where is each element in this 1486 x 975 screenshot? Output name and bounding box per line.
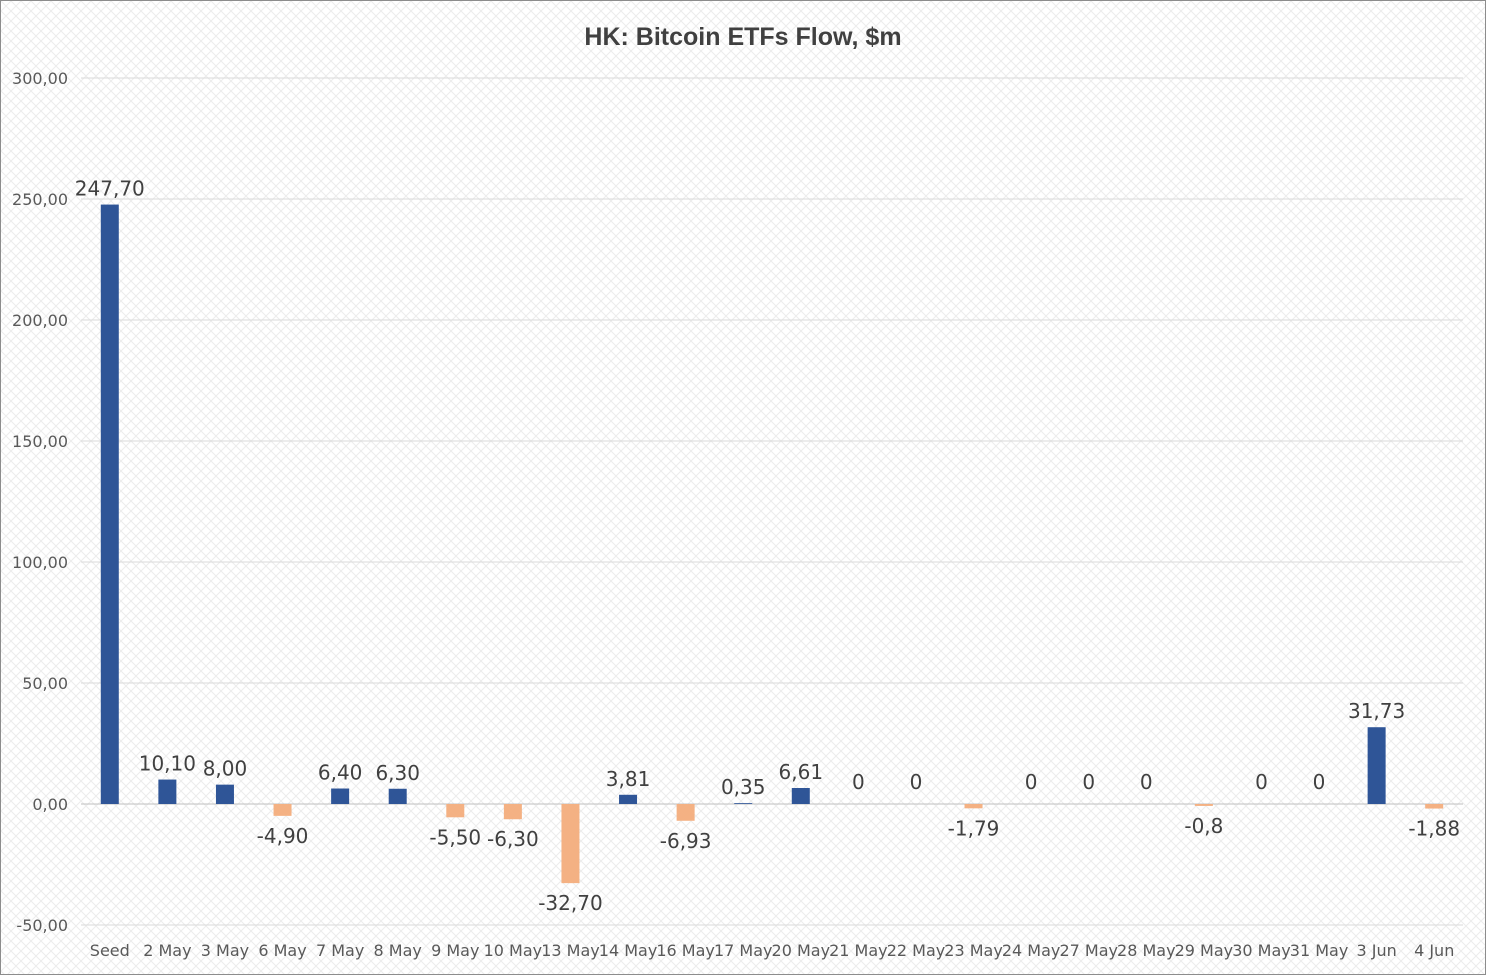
x-tick-label: 27 May xyxy=(1059,941,1118,960)
data-label: 0 xyxy=(852,770,865,794)
bar xyxy=(791,788,810,804)
x-tick-label: 3 May xyxy=(201,941,249,960)
y-tick-label: -50,00 xyxy=(16,916,68,935)
data-label: 8,00 xyxy=(203,757,248,781)
bar xyxy=(1367,727,1386,804)
data-label: 0 xyxy=(1025,770,1038,794)
data-label: 0 xyxy=(1313,770,1326,794)
y-tick-label: 50,00 xyxy=(22,674,68,693)
bar xyxy=(676,804,695,821)
bar xyxy=(273,804,292,816)
x-tick-label: 2 May xyxy=(143,941,191,960)
bar xyxy=(446,804,465,818)
x-tick-label: 4 Jun xyxy=(1414,941,1454,960)
data-label: 6,61 xyxy=(779,760,824,784)
bar xyxy=(100,204,119,805)
x-tick-label: 10 May xyxy=(484,941,543,960)
x-tick-label: 22 May xyxy=(887,941,946,960)
x-tick-label: 30 May xyxy=(1232,941,1291,960)
data-label: -32,70 xyxy=(538,891,602,915)
x-tick-label: 31 May xyxy=(1290,941,1349,960)
data-label: -1,88 xyxy=(1408,817,1460,841)
bar xyxy=(561,804,580,884)
data-label: -5,50 xyxy=(429,825,481,849)
data-label: 10,10 xyxy=(139,752,196,776)
data-label: 0,35 xyxy=(721,775,766,799)
data-label: -6,93 xyxy=(660,829,712,853)
data-labels: 247,70 10,10 8,00 -4,90 6,40 6,30 -5,50 -6,30 -3… xyxy=(75,177,1460,916)
data-label: -0,8 xyxy=(1184,814,1223,838)
y-tick-label: 100,00 xyxy=(12,553,68,572)
y-tick-label: 250,00 xyxy=(12,190,68,209)
x-tick-label: 16 May xyxy=(656,941,715,960)
bar xyxy=(331,788,350,804)
data-label: 6,30 xyxy=(375,761,420,785)
bar xyxy=(734,803,753,804)
y-tick-label: 300,00 xyxy=(12,69,68,88)
x-tick-label: 29 May xyxy=(1175,941,1234,960)
y-axis-tick-labels: -50,00 0,00 50,00 100,00 150,00 200,00 250,00 3… xyxy=(12,69,68,935)
x-tick-label: 14 May xyxy=(599,941,658,960)
data-label: 247,70 xyxy=(75,177,145,201)
x-tick-label: 20 May xyxy=(772,941,831,960)
data-label: -1,79 xyxy=(948,816,1000,840)
x-tick-label: 24 May xyxy=(1002,941,1061,960)
data-label: 0 xyxy=(1140,770,1153,794)
data-label: -6,30 xyxy=(487,827,539,851)
x-tick-label: 7 May xyxy=(316,941,364,960)
gridlines xyxy=(81,77,1463,926)
x-tick-label: 17 May xyxy=(714,941,773,960)
x-tick-label: 3 Jun xyxy=(1356,941,1396,960)
bar xyxy=(964,804,983,809)
x-tick-label: 8 May xyxy=(374,941,422,960)
bars xyxy=(100,204,1444,884)
x-tick-label: 6 May xyxy=(258,941,306,960)
bar xyxy=(215,784,234,804)
data-label: 0 xyxy=(1255,770,1268,794)
chart-title: HK: Bitcoin ETFs Flow, $m xyxy=(584,23,901,51)
y-tick-label: 200,00 xyxy=(12,311,68,330)
bar xyxy=(388,788,407,804)
x-tick-label: Seed xyxy=(90,941,130,960)
bar xyxy=(503,804,522,820)
x-tick-label: 21 May xyxy=(829,941,888,960)
bar xyxy=(1425,804,1444,809)
data-label: 6,40 xyxy=(318,761,363,785)
y-tick-label: 150,00 xyxy=(12,432,68,451)
data-label: 31,73 xyxy=(1348,699,1405,723)
x-tick-label: 13 May xyxy=(541,941,600,960)
x-tick-label: 28 May xyxy=(1117,941,1176,960)
data-label: 0 xyxy=(1082,770,1095,794)
bar xyxy=(158,779,177,804)
bar xyxy=(619,794,638,804)
bar xyxy=(1194,804,1213,806)
x-tick-label: 9 May xyxy=(431,941,479,960)
x-tick-label: 23 May xyxy=(944,941,1003,960)
x-axis-tick-labels: Seed 2 May 3 May 6 May 7 May 8 May 9 May 10 May… xyxy=(90,941,1455,960)
y-tick-label: 0,00 xyxy=(32,795,68,814)
data-label: -4,90 xyxy=(257,824,309,848)
data-label: 3,81 xyxy=(606,767,651,791)
data-label: 0 xyxy=(910,770,923,794)
